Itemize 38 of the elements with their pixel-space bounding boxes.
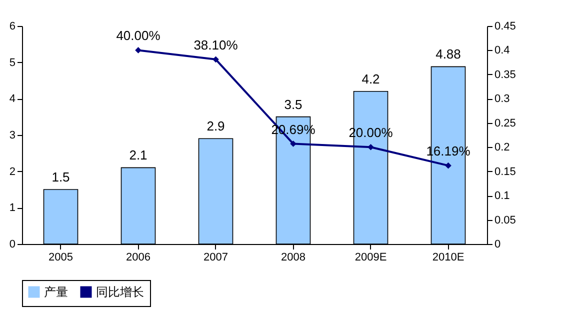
data-label: 2.1 [129, 148, 148, 163]
x-tick-label: 2009E [354, 252, 387, 264]
data-label: 40.00% [116, 28, 161, 44]
point [445, 162, 452, 169]
y2-tick-label: 0.45 [494, 20, 516, 32]
y-tick-label: 1 [9, 202, 16, 214]
x-tick-label: 2008 [281, 252, 306, 264]
point [290, 140, 296, 147]
y-tick-label: 6 [9, 20, 16, 32]
x-tick-label: 2007 [204, 252, 228, 264]
y-tick-label: 2 [9, 166, 16, 178]
x-tick-label: 2006 [126, 252, 150, 264]
x-tick-label: 2005 [48, 252, 73, 264]
y2-tick-label: 0.3 [494, 93, 510, 106]
data-label: 3.5 [284, 96, 302, 112]
y-tick-label: 5 [9, 56, 16, 69]
data-label: 2.9 [206, 118, 225, 134]
y2-tick-label: 0.25 [494, 117, 516, 130]
y2-tick-label: 0.1 [494, 190, 510, 202]
legend-label: 产量 [44, 285, 68, 299]
y2-tick-label: 0.2 [494, 142, 510, 154]
y2-tick-label: 0.35 [494, 68, 516, 81]
point [135, 47, 142, 54]
y-tick-label: 0 [9, 238, 16, 250]
data-label: 4.88 [436, 46, 461, 62]
point [368, 144, 374, 150]
y2-tick-label: 0.05 [494, 214, 516, 226]
y-tick-label: 3 [9, 130, 16, 142]
y2-tick-label: 0.15 [494, 166, 516, 178]
legend-label: 同比增长 [96, 285, 144, 299]
y2-tick-label: 0 [494, 238, 501, 250]
y-tick-label: 4 [9, 93, 16, 106]
x-tick-label: 2010E [432, 252, 464, 264]
point [212, 56, 219, 63]
data-label: 4.2 [362, 71, 380, 86]
y2-tick-label: 0.4 [494, 44, 510, 57]
data-label: 1.5 [52, 170, 70, 184]
data-label: 38.10% [194, 37, 238, 52]
